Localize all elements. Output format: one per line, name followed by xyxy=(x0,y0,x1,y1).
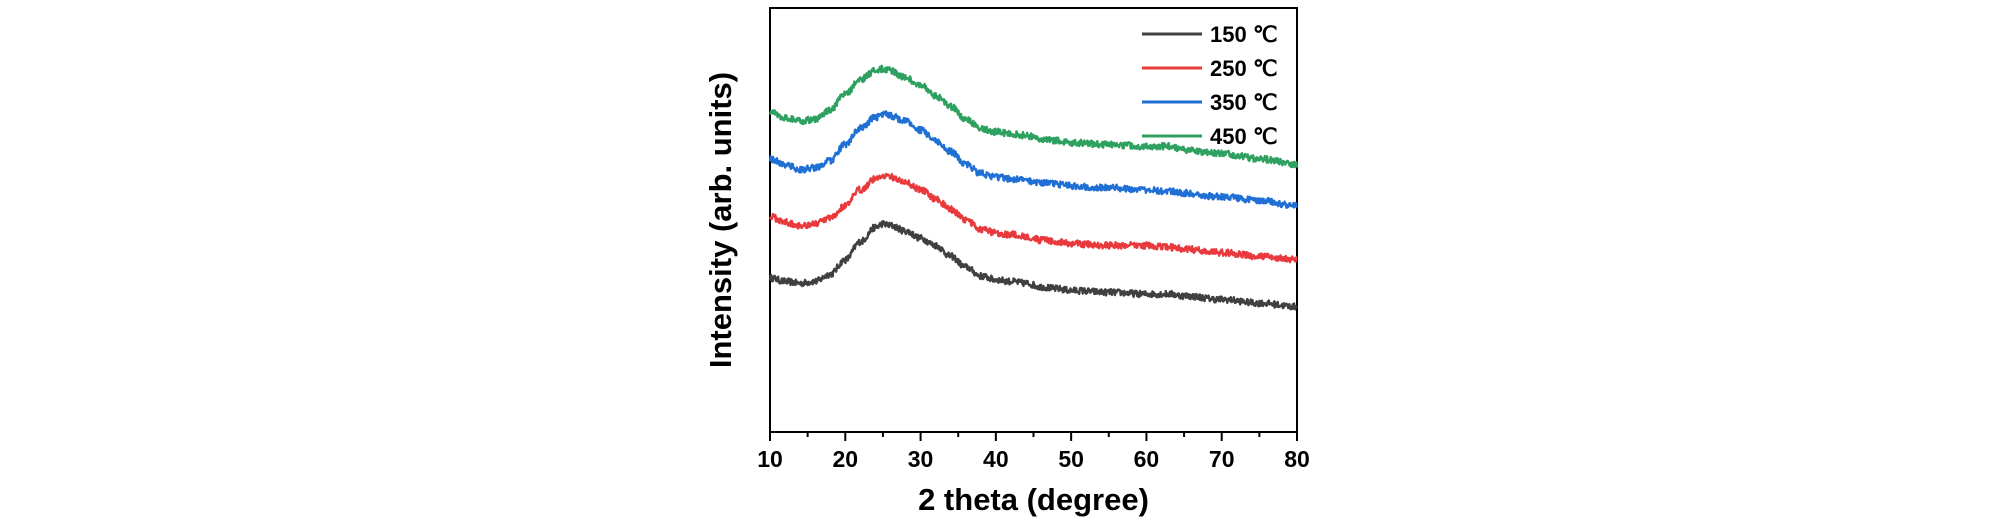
legend-label: 250 ℃ xyxy=(1210,56,1278,81)
legend: 150 ℃ 250 ℃ 350 ℃ 450 ℃ xyxy=(1142,22,1278,149)
x-tick-label: 50 xyxy=(1058,446,1084,472)
series-line-250 xyxy=(768,172,1298,264)
series-line-450 xyxy=(768,64,1299,169)
series-line-350 xyxy=(768,110,1298,209)
x-tick-label: 80 xyxy=(1284,446,1310,472)
x-tick-label: 60 xyxy=(1134,446,1160,472)
legend-label: 350 ℃ xyxy=(1210,90,1278,115)
x-tick-label: 40 xyxy=(983,446,1009,472)
x-tick-label: 10 xyxy=(757,446,783,472)
legend-label: 450 ℃ xyxy=(1210,124,1278,149)
x-axis-title: 2 theta (degree) xyxy=(918,482,1149,517)
series-line-150 xyxy=(768,220,1298,311)
x-axis: 10 20 30 40 50 60 70 80 xyxy=(757,432,1310,472)
x-tick-label: 30 xyxy=(908,446,934,472)
x-tick-label: 70 xyxy=(1209,446,1235,472)
series-layer xyxy=(768,64,1299,311)
y-axis-title: Intensity (arb. units) xyxy=(703,72,738,368)
x-tick-label: 20 xyxy=(832,446,858,472)
legend-label: 150 ℃ xyxy=(1210,22,1278,47)
